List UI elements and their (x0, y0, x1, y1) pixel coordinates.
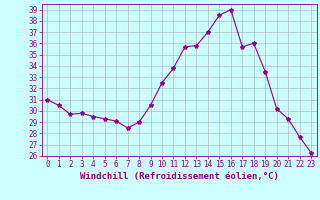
X-axis label: Windchill (Refroidissement éolien,°C): Windchill (Refroidissement éolien,°C) (80, 172, 279, 181)
